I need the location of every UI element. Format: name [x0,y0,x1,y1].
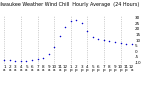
Point [20,60,22,62]
Point [58,35,61,36]
Point [86,30,89,32]
Point [114,41,116,43]
Point [125,44,127,45]
Point [64,26,67,27]
Point [130,44,133,45]
Point [119,43,122,44]
Point [53,46,56,47]
Text: Milwaukee Weather Wind Chill  Hourly Average  (24 Hours): Milwaukee Weather Wind Chill Hourly Aver… [0,2,139,7]
Point [80,23,83,24]
Point [14,60,17,61]
Point [75,19,78,21]
Point [92,36,94,37]
Point [69,21,72,22]
Point [25,60,28,61]
Point [36,59,39,60]
Point [42,57,44,58]
Point [108,40,111,42]
Point [3,59,6,61]
Point [97,38,100,40]
Point [103,39,105,41]
Point [31,59,33,61]
Point [9,59,11,61]
Point [47,54,50,55]
